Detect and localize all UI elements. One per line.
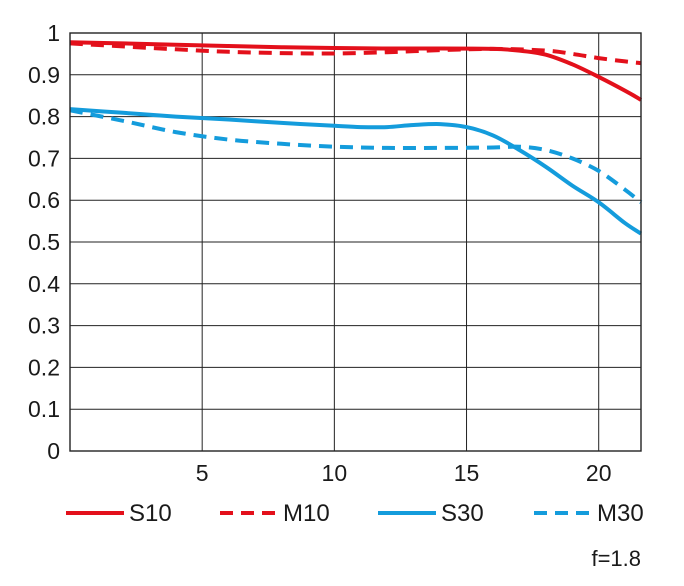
legend-label-s30: S30: [441, 500, 484, 527]
y-tick-label: 0.9: [28, 62, 60, 88]
y-tick-label: 0.2: [28, 354, 60, 380]
series-line-m10: [69, 41, 642, 66]
x-tick-label: 10: [322, 460, 348, 486]
grid-layer: [70, 33, 641, 451]
series-layer: [69, 40, 643, 236]
plot-frame: [69, 32, 642, 452]
y-tick-label: 0.4: [28, 271, 60, 297]
series-line-s10: [69, 40, 643, 102]
y-tick-label: 0.5: [28, 229, 60, 255]
legend-label-m10: M10: [283, 500, 330, 527]
y-tick-label: 0.6: [28, 187, 60, 213]
series-line-m30: [69, 108, 643, 204]
y-tick-label: 0.7: [28, 145, 60, 171]
legend: S10 M10 S30 M30: [66, 500, 644, 527]
legend-label-m30: M30: [597, 500, 644, 527]
x-tick-label: 20: [586, 460, 612, 486]
y-tick-label: 0.3: [28, 313, 60, 339]
y-tick-label: 0.1: [28, 396, 60, 422]
aperture-annotation: f=1.8: [591, 546, 641, 571]
tick-label-layer: 00.10.20.30.40.50.60.70.80.915 10 15 20: [28, 20, 611, 486]
legend-label-s10: S10: [129, 500, 172, 527]
x-tick-label: 15: [454, 460, 480, 486]
y-tick-label: 0.8: [28, 104, 60, 130]
series-line-s30: [69, 107, 643, 236]
y-tick-label: 0: [47, 438, 60, 464]
y-tick-label: 1: [47, 20, 60, 46]
x-tick-label: 5: [196, 460, 209, 486]
